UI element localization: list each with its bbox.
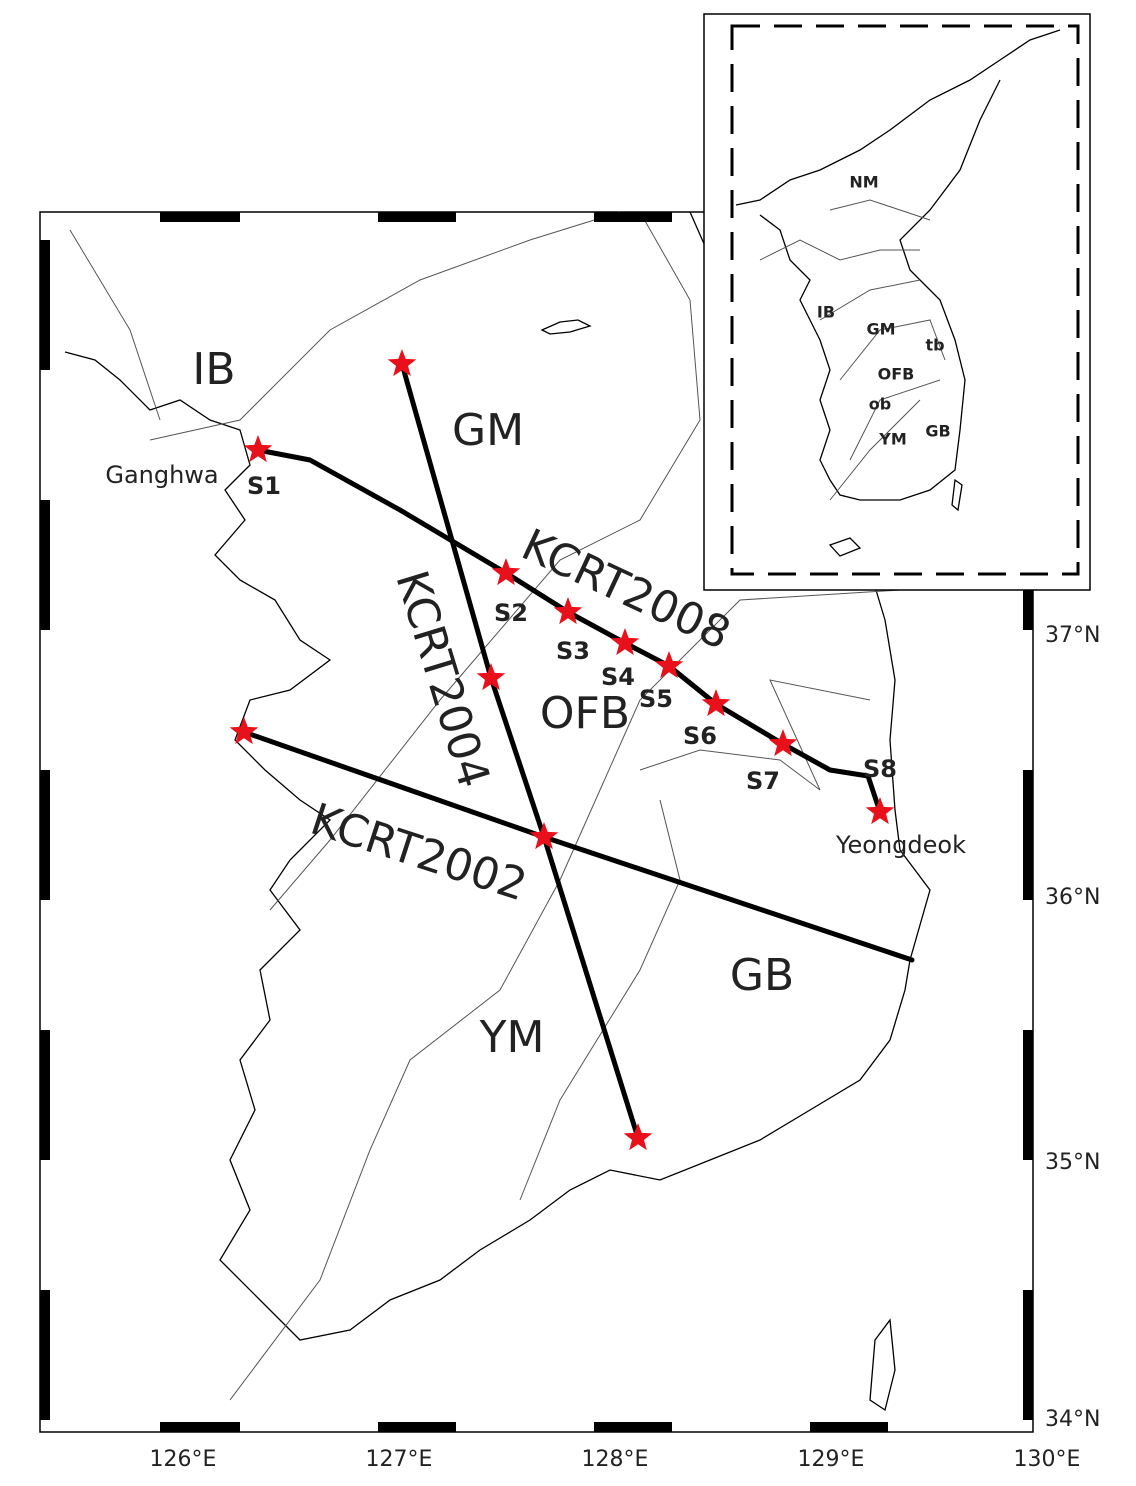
station-star <box>229 717 259 745</box>
station-label: S8 <box>863 755 897 783</box>
region-label: GM <box>452 405 524 456</box>
y-axis-label: 36°N <box>1045 885 1100 910</box>
frame-band <box>1023 770 1033 900</box>
frame-band <box>40 240 50 370</box>
region-label: IB <box>192 344 235 395</box>
inset-boundary <box>759 199 946 501</box>
x-axis-label: 130°E <box>1014 1447 1081 1472</box>
frame-band <box>160 1422 240 1432</box>
station-star <box>701 689 731 717</box>
x-axis-label: 128°E <box>582 1447 649 1472</box>
inset-label: GM <box>866 320 895 339</box>
coastline <box>64 211 931 1341</box>
inset-label: YM <box>878 430 907 449</box>
station-label: S1 <box>247 472 281 500</box>
frame-band <box>1023 1030 1033 1160</box>
frame-band <box>594 212 672 222</box>
frame-band <box>40 500 50 630</box>
station-label: S5 <box>639 685 673 713</box>
region-label: GB <box>730 950 794 1001</box>
inset-label: OFB <box>878 365 915 384</box>
y-axis-label: 34°N <box>1045 1407 1100 1432</box>
profile-line <box>255 447 883 815</box>
island <box>540 319 896 1412</box>
frame-band <box>810 1422 888 1432</box>
frame-band <box>40 1030 50 1160</box>
station-star <box>865 797 895 825</box>
frame-band <box>378 212 456 222</box>
station-star <box>243 435 273 463</box>
place-label: Ganghwa <box>105 461 218 489</box>
region-label: OFB <box>540 688 630 739</box>
station-star <box>623 1123 653 1151</box>
station-star <box>553 597 583 625</box>
inset-coastline <box>735 29 1061 557</box>
station-star <box>476 663 506 691</box>
station-star <box>654 651 684 679</box>
inset-labels: NM IB GM tb OFB ob YM GB <box>817 173 951 449</box>
inset-label: tb <box>925 336 944 355</box>
inset-label: NM <box>849 173 878 192</box>
station-star <box>610 628 640 656</box>
inset-label: IB <box>817 303 835 322</box>
y-axis-label: 35°N <box>1045 1150 1100 1175</box>
station-star <box>768 729 798 757</box>
frame-band <box>594 1422 672 1432</box>
y-axis-label: 37°N <box>1045 623 1100 648</box>
frame-band <box>160 212 240 222</box>
place-label: Yeongdeok <box>835 831 966 859</box>
profile-line <box>399 361 641 1141</box>
station-star <box>387 349 417 377</box>
region-label: YM <box>479 1012 545 1063</box>
inset-label: GB <box>925 422 950 441</box>
station-star <box>529 822 559 850</box>
station-star <box>491 558 521 586</box>
station-label: S7 <box>746 767 780 795</box>
x-axis-label: 127°E <box>366 1447 433 1472</box>
frame-band <box>1023 1290 1033 1420</box>
stars <box>229 349 895 1151</box>
frame-band <box>40 1290 50 1420</box>
frame-band <box>378 1422 456 1432</box>
inset-map: NM IB GM tb OFB ob YM GB <box>703 13 1091 591</box>
frame-band <box>40 770 50 900</box>
station-label: S6 <box>683 722 717 750</box>
station-label: S3 <box>556 637 590 665</box>
station-label: S4 <box>601 663 635 691</box>
x-axis-label: 126°E <box>150 1447 217 1472</box>
x-axis-label: 129°E <box>798 1447 865 1472</box>
inset-frame <box>730 24 1080 576</box>
inset-label: ob <box>869 395 891 414</box>
station-label: S2 <box>494 599 528 627</box>
